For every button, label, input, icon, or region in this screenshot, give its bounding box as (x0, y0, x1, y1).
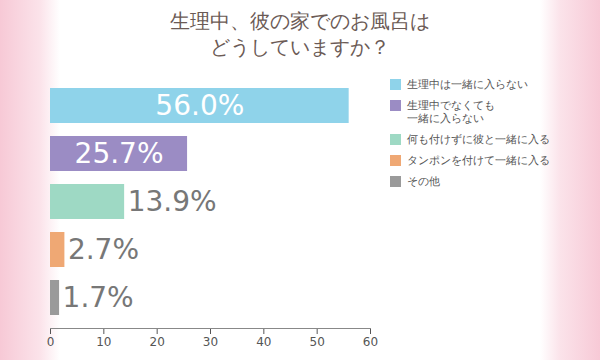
svg-text:20: 20 (150, 335, 165, 349)
html-text:その他: その他 (407, 175, 440, 188)
svg-text:2.7%: 2.7% (68, 233, 139, 266)
svg-text:40: 40 (256, 335, 271, 349)
html-text:何も付けずに彼と一緒に入る: 何も付けずに彼と一緒に入る (407, 133, 550, 146)
svg-text:1.7%: 1.7% (63, 281, 134, 314)
svg-text:50: 50 (310, 335, 325, 349)
html-text:生理中、彼の家でのお風呂は どうしていますか？: 生理中、彼の家でのお風呂は どうしていますか？ (170, 9, 430, 59)
svg-text:56.0%: 56.0% (155, 89, 244, 122)
html-text:生理中は一緒に入らない: 生理中は一緒に入らない (407, 78, 528, 91)
html-text:生理中でなくても 一緒に入らない: 生理中でなくても 一緒に入らない (407, 99, 495, 125)
svg-text:60: 60 (363, 335, 378, 349)
html-text:タンポンを付けて一緒に入る: タンポンを付けて一緒に入る (407, 154, 550, 167)
svg-text:0: 0 (47, 335, 55, 349)
svg-text:13.9%: 13.9% (128, 185, 217, 218)
svg-text:10: 10 (96, 335, 111, 349)
svg-text:30: 30 (203, 335, 218, 349)
svg-text:25.7%: 25.7% (75, 137, 164, 170)
